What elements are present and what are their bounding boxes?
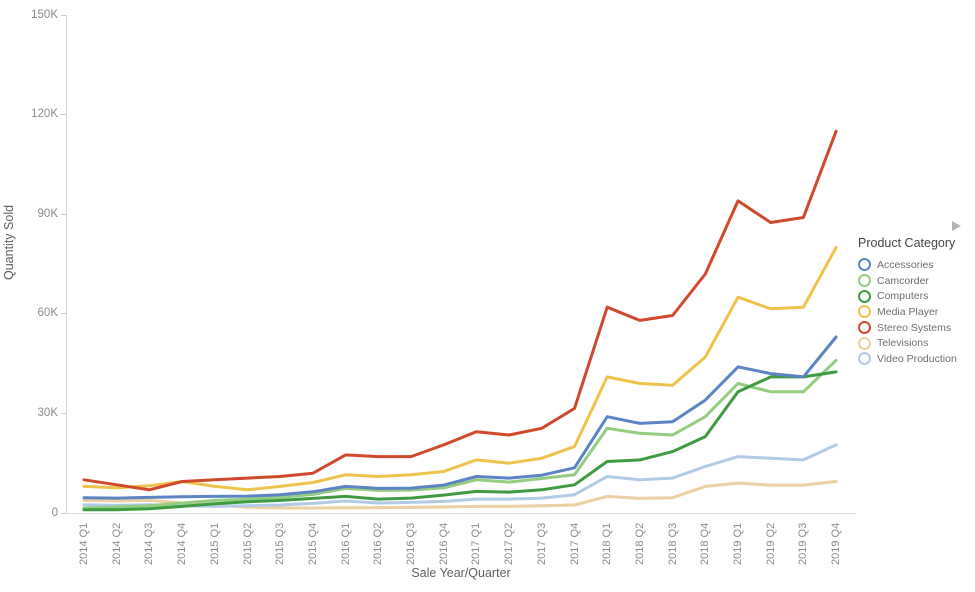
series-line-stereo-systems[interactable] [82,129,838,492]
x-tick-label: 2018 Q1 [601,522,614,565]
legend-ring-icon [858,274,871,288]
x-tick-label: 2017 Q1 [470,522,483,565]
legend-title: Product Category [858,236,956,250]
x-tick-label: 2016 Q3 [405,522,417,565]
legend-item-label: Camcorder [877,274,929,287]
legend-item-label: Stereo Systems [877,321,952,334]
y-tick-mark [61,213,66,215]
series-line-computers[interactable] [82,370,838,512]
y-tick-mark [61,412,66,414]
legend-ring-icon [858,352,871,366]
legend-ring-icon [858,258,871,272]
legend-scroll-right-icon[interactable] [952,221,961,231]
legend-item-label: Computers [877,290,929,303]
y-tick-mark [61,313,66,315]
y-tick-mark [61,512,66,514]
legend-item-label: Media Player [877,305,939,318]
series-line-camcorder[interactable] [82,358,838,510]
x-axis-title: Sale Year/Quarter [411,566,511,580]
y-tick-label: 150K [31,8,58,21]
x-tick-label: 2016 Q4 [437,522,450,565]
y-tick-mark [61,114,66,116]
legend-item-accessories[interactable]: Accessories [858,257,975,273]
x-tick-label: 2015 Q3 [274,522,287,565]
series-line-accessories[interactable] [82,335,838,500]
x-tick-label: 2014 Q4 [176,522,189,565]
x-tick-label: 2015 Q4 [306,522,319,565]
y-tick-label: 90K [37,207,58,220]
y-tick-label: 60K [37,307,58,320]
x-tick-label: 2018 Q3 [666,522,679,565]
legend: Product Category Accessories Camcorder Com… [858,236,975,367]
y-tick-label: 30K [37,406,58,419]
y-tick-label: 0 [51,506,58,519]
legend-items: Accessories Camcorder Computers Media Playe… [858,257,975,367]
y-tick-label: 120K [31,108,58,121]
x-tick-label: 2015 Q1 [208,522,221,565]
legend-ring-icon [858,336,871,350]
x-tick-label: 2019 Q4 [830,522,843,565]
x-tick-label: 2014 Q2 [110,522,123,565]
series-line-video-production[interactable] [82,443,838,508]
x-tick-label: 2017 Q3 [535,522,548,565]
legend-ring-icon [858,305,871,319]
series-line-media-player[interactable] [82,245,838,492]
y-axis-title: Quantity Sold [2,204,16,280]
x-tick-label: 2018 Q2 [633,522,646,565]
legend-item-label: Video Production [877,352,957,365]
x-tick-label: 2015 Q2 [241,522,254,565]
x-tick-label: 2017 Q4 [568,522,581,565]
legend-item-computers[interactable]: Computers [858,288,975,304]
x-tick-label: 2016 Q2 [372,522,385,565]
x-tick-label: 2016 Q1 [339,522,352,565]
legend-item-label: Televisions [877,337,929,350]
legend-ring-icon [858,289,871,303]
x-axis-line [66,513,856,514]
x-tick-label: 2019 Q1 [732,522,744,565]
legend-item-stereo-systems[interactable]: Stereo Systems [858,320,975,336]
y-tick-mark [61,14,66,16]
x-tick-label: 2019 Q2 [764,522,777,565]
legend-item-media-player[interactable]: Media Player [858,304,975,320]
x-tick-label: 2017 Q2 [503,522,516,565]
x-tick-label: 2014 Q1 [78,522,90,565]
x-tick-label: 2018 Q4 [699,522,712,565]
legend-item-camcorder[interactable]: Camcorder [858,273,975,289]
x-tick-label: 2014 Q3 [143,522,156,565]
legend-item-video-production[interactable]: Video Production [858,351,975,367]
x-tick-label: 2019 Q3 [797,522,810,565]
legend-ring-icon [858,321,871,335]
legend-item-televisions[interactable]: Televisions [858,335,975,351]
legend-item-label: Accessories [877,258,934,271]
y-axis-line [66,15,67,514]
